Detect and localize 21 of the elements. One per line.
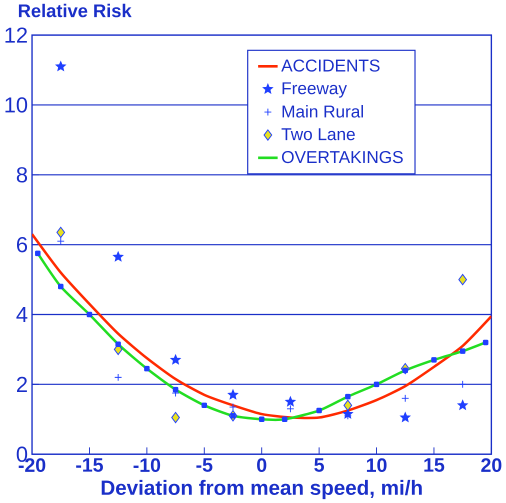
- legend-label: Freeway: [282, 82, 347, 98]
- x-tick-label: 15: [424, 458, 444, 472]
- x-tick-label: 20: [481, 458, 502, 472]
- x-tick-label: 5: [314, 458, 324, 472]
- legend-label: ACCIDENTS: [281, 60, 380, 72]
- y-tick-label: 6: [17, 236, 28, 252]
- y-tick-label: 10: [5, 97, 28, 113]
- y-tick-label: 12: [5, 28, 27, 43]
- x-tick-label: 10: [366, 458, 387, 472]
- y-tick-label: 4: [16, 307, 28, 322]
- x-tick-label: 0: [257, 458, 266, 472]
- y-tick-label: 8: [16, 167, 28, 183]
- x-axis-title: Deviation from mean speed, mi/h: [102, 480, 422, 500]
- x-tick-label: -5: [196, 458, 212, 472]
- x-tick-label: -15: [76, 458, 103, 472]
- y-axis-title: Relative Risk: [18, 4, 132, 18]
- y-tick-label: 2: [17, 376, 27, 392]
- legend-label: Main Rural: [282, 105, 363, 118]
- legend-label: OVERTAKINGS: [282, 151, 403, 164]
- legend-label: Two Lane: [282, 128, 355, 140]
- x-tick-label: -10: [134, 458, 160, 472]
